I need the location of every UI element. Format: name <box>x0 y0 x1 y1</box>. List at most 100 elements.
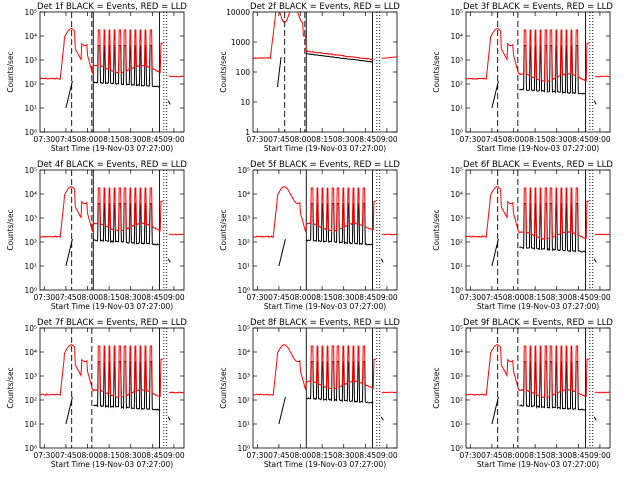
panel-title: Det 5f BLACK = Events, RED = LLD <box>250 160 400 170</box>
y-tick-label: 10⁰ <box>237 286 250 295</box>
y-axis-label: Counts/sec <box>6 51 15 92</box>
y-tick-label: 10² <box>237 396 250 405</box>
y-tick-label: 10⁴ <box>450 190 463 199</box>
y-axis-label: Counts/sec <box>432 367 441 408</box>
x-tick-label: 08:00 <box>290 451 312 460</box>
y-tick-label: 10³ <box>24 372 37 381</box>
events-series-line <box>277 53 374 88</box>
x-axis-label: Start Time (19-Nov-03 07:27:00) <box>51 460 173 469</box>
plot-frame <box>465 169 611 291</box>
y-tick-label: 10¹ <box>24 104 37 113</box>
lld-series-line <box>466 344 610 399</box>
panel-title: Det 9f BLACK = Events, RED = LLD <box>463 318 613 328</box>
x-tick-label: 07:30 <box>247 451 269 460</box>
x-tick-label: 08:45 <box>355 451 377 460</box>
x-tick-label: 08:00 <box>503 293 525 302</box>
y-tick-label: 10³ <box>450 56 463 65</box>
y-tick-label: 10² <box>450 238 463 247</box>
events-series-line <box>65 45 171 109</box>
y-tick-label: 10³ <box>24 214 37 223</box>
lld-series-line <box>40 28 184 80</box>
plot-frame <box>252 11 398 133</box>
panel-8: Det 8f BLACK = Events, RED = LLD Counts/s… <box>219 318 400 469</box>
y-axis-label: Counts/sec <box>432 51 441 92</box>
x-tick-label: 09:00 <box>589 451 611 460</box>
y-axis-label: Counts/sec <box>219 209 228 250</box>
y-tick-label: 10³ <box>24 56 37 65</box>
plot-frame <box>39 11 185 133</box>
x-axis-label: Start Time (19-Nov-03 07:27:00) <box>264 302 386 311</box>
y-tick-label: 10⁴ <box>450 32 463 41</box>
x-tick-label: 08:45 <box>568 135 590 144</box>
x-tick-label: 08:30 <box>120 451 142 460</box>
panel-title: Det 3f BLACK = Events, RED = LLD <box>463 2 613 12</box>
x-tick-label: 08:15 <box>311 135 333 144</box>
y-tick-label: 10² <box>237 238 250 247</box>
y-tick-label: 10¹ <box>24 420 37 429</box>
y-tick-label: 10⁰ <box>450 128 463 137</box>
lld-series-line <box>40 344 184 399</box>
x-tick-label: 08:45 <box>355 135 377 144</box>
events-series-line <box>491 361 597 425</box>
y-tick-label: 10⁰ <box>237 444 250 453</box>
x-tick-label: 08:00 <box>503 451 525 460</box>
x-tick-label: 08:15 <box>311 293 333 302</box>
y-tick-label: 10⁵ <box>237 166 250 175</box>
x-tick-label: 08:45 <box>142 451 164 460</box>
x-tick-label: 07:45 <box>268 293 290 302</box>
panel-title: Det 4f BLACK = Events, RED = LLD <box>37 160 187 170</box>
x-tick-label: 07:45 <box>55 135 77 144</box>
events-series-line <box>278 203 384 267</box>
x-axis-label: Start Time (19-Nov-03 07:27:00) <box>51 144 173 153</box>
y-tick-label: 10³ <box>450 214 463 223</box>
panel-title: Det 1f BLACK = Events, RED = LLD <box>37 2 187 12</box>
y-tick-label: 10² <box>450 80 463 89</box>
plot-frame <box>465 11 611 133</box>
x-tick-label: 07:45 <box>55 293 77 302</box>
y-tick-label: 10⁴ <box>237 190 250 199</box>
x-tick-label: 07:45 <box>268 451 290 460</box>
lld-series-line <box>253 12 397 61</box>
y-tick-label: 100 <box>236 68 251 77</box>
x-tick-label: 07:45 <box>268 135 290 144</box>
y-tick-label: 10¹ <box>237 262 250 271</box>
x-tick-label: 07:30 <box>34 451 56 460</box>
panel-3: Det 3f BLACK = Events, RED = LLD Counts/s… <box>432 2 613 153</box>
x-tick-label: 07:30 <box>247 135 269 144</box>
x-tick-label: 09:00 <box>163 293 185 302</box>
x-tick-label: 08:30 <box>120 293 142 302</box>
y-tick-label: 10³ <box>450 372 463 381</box>
y-tick-label: 10⁵ <box>24 8 37 17</box>
x-tick-label: 08:00 <box>290 135 312 144</box>
x-tick-label: 08:30 <box>333 293 355 302</box>
y-tick-label: 10⁵ <box>24 166 37 175</box>
y-tick-label: 10¹ <box>450 104 463 113</box>
x-tick-label: 09:00 <box>376 293 398 302</box>
x-axis-label: Start Time (19-Nov-03 07:27:00) <box>51 302 173 311</box>
x-tick-label: 08:45 <box>355 293 377 302</box>
x-axis-label: Start Time (19-Nov-03 07:27:00) <box>477 302 599 311</box>
y-axis-label: Counts/sec <box>219 367 228 408</box>
x-axis-label: Start Time (19-Nov-03 07:27:00) <box>264 144 386 153</box>
y-tick-label: 10¹ <box>450 420 463 429</box>
events-series-line <box>491 203 597 267</box>
x-tick-label: 07:30 <box>247 293 269 302</box>
y-tick-label: 10⁰ <box>24 128 37 137</box>
x-tick-label: 08:30 <box>546 135 568 144</box>
x-tick-label: 07:30 <box>34 135 56 144</box>
panel-title: Det 6f BLACK = Events, RED = LLD <box>463 160 613 170</box>
y-tick-label: 10⁰ <box>450 444 463 453</box>
x-tick-label: 08:45 <box>568 293 590 302</box>
x-tick-label: 08:15 <box>98 135 120 144</box>
y-tick-label: 10⁴ <box>24 348 37 357</box>
plot-frame <box>39 169 185 291</box>
y-tick-label: 10⁴ <box>24 190 37 199</box>
x-axis-label: Start Time (19-Nov-03 07:27:00) <box>477 460 599 469</box>
y-tick-label: 10⁴ <box>237 348 250 357</box>
y-tick-label: 10² <box>24 396 37 405</box>
events-series-line <box>65 203 171 267</box>
y-tick-label: 10¹ <box>450 262 463 271</box>
y-tick-label: 1000 <box>231 38 250 47</box>
panel-9: Det 9f BLACK = Events, RED = LLD Counts/s… <box>432 318 613 469</box>
x-tick-label: 08:00 <box>77 293 99 302</box>
